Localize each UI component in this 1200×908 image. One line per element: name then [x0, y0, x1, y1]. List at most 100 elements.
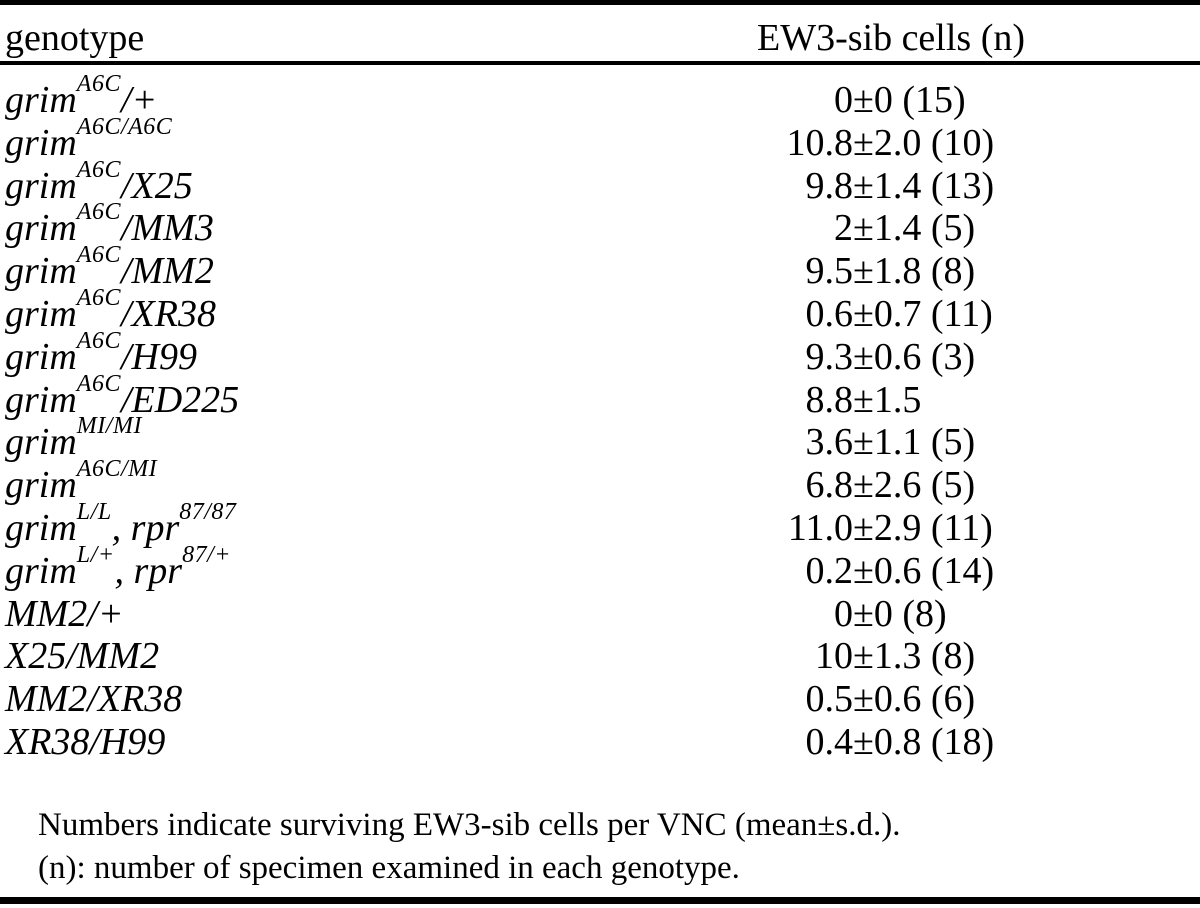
genotype-text: grim — [5, 464, 77, 507]
value-cell: 3.6±1.1 (5) — [620, 421, 1200, 464]
genotype-cell: grimA6C/MM3 — [0, 199, 620, 250]
value-mean: 11.0 — [787, 506, 853, 549]
table-row: grimA6C/X25 9.8±1.4 (13) — [0, 157, 1200, 208]
value-cell: 0±0 (15) — [620, 79, 1200, 122]
value-rest: ±2.9 (11) — [853, 506, 993, 549]
genotype-cell: grimA6C/H99 — [0, 328, 620, 379]
genotype-text: /MM3 — [120, 207, 214, 250]
value-rest: ±1.4 (13) — [853, 164, 995, 207]
genotype-text: /ED225 — [120, 378, 240, 421]
genotype-superscript: A6C — [76, 370, 121, 397]
value-rest: ±0.7 (11) — [853, 292, 993, 335]
table-row: grimL/L, rpr87/87 11.0±2.9 (11) — [0, 499, 1200, 550]
header-value-label: EW3-sib cells (n) — [756, 17, 1026, 59]
value-rest: ±0 (15) — [853, 79, 966, 121]
genotype-cell: grimA6C/MI — [0, 456, 620, 507]
value-cell: 0±0 (8) — [620, 593, 1200, 636]
genotype-text: /XR38 — [120, 292, 216, 335]
value-rest: ±2.6 (5) — [853, 464, 976, 507]
genotype-superscript: A6C/A6C — [76, 113, 173, 140]
value-cell: 0.6±0.7 (11) — [620, 293, 1200, 336]
value-mean: 3.6 — [805, 421, 854, 464]
genotype-superscript: 87/87 — [179, 498, 237, 525]
value-mean: 6.8 — [805, 464, 854, 507]
genotype-text: grim — [5, 378, 77, 421]
genotype-cell: grimA6C/ED225 — [0, 371, 620, 422]
header-genotype-label: genotype — [5, 17, 145, 59]
table-row: grimA6C/MI 6.8±2.6 (5) — [0, 456, 1200, 507]
table-row: MM2/XR38 0.5±0.6 (6) — [0, 678, 1200, 721]
genotype-superscript: MI/MI — [76, 413, 142, 440]
value-mean: 2 — [834, 207, 853, 250]
value-cell: 9.8±1.4 (13) — [620, 165, 1200, 208]
table-row: grimL/+, rpr87/+ 0.2±0.6 (14) — [0, 542, 1200, 593]
genotype-cell: grimL/+, rpr87/+ — [0, 542, 620, 593]
table-rows: grimA6C/+ 0±0 (15) grimA6C/A6C 10.8±2.0 (10… — [0, 65, 1200, 764]
table-rule-under-header — [0, 61, 1200, 65]
value-rest: ±1.5 — [853, 378, 922, 421]
table-rule-bottom — [0, 897, 1200, 904]
genotype-superscript: A6C — [76, 242, 121, 269]
genotype-text: grim — [5, 121, 77, 164]
value-rest: ±0.6 (6) — [853, 678, 976, 721]
value-mean: 10 — [815, 635, 853, 678]
genotype-text: MM2/+ — [5, 592, 124, 635]
genotype-superscript: A6C/MI — [76, 456, 158, 483]
value-cell: 8.8±1.5 — [620, 379, 1200, 422]
genotype-superscript: A6C — [76, 71, 121, 97]
genotype-text: grim — [5, 335, 77, 378]
genotype-superscript: 87/+ — [182, 541, 231, 568]
value-mean: 0.4 — [805, 720, 854, 763]
table-row: grimA6C/MM2 9.5±1.8 (8) — [0, 242, 1200, 293]
value-mean: 10.8 — [786, 121, 854, 164]
table-header-row: genotype EW3-sib cells (n) — [0, 5, 1200, 61]
value-cell: 6.8±2.6 (5) — [620, 464, 1200, 507]
table-row: grimMI/MI 3.6±1.1 (5) — [0, 413, 1200, 464]
value-mean: 8.8 — [805, 378, 854, 421]
value-cell: 9.3±0.6 (3) — [620, 336, 1200, 379]
table-row: grimA6C/XR38 0.6±0.7 (11) — [0, 285, 1200, 336]
table-row: X25/MM2 10±1.3 (8) — [0, 635, 1200, 678]
value-cell: 10±1.3 (8) — [620, 635, 1200, 678]
value-cell: 0.5±0.6 (6) — [620, 678, 1200, 721]
genotype-text: grim — [5, 549, 77, 592]
genotype-text: XR38/H99 — [5, 720, 166, 763]
table-row: grimA6C/H99 9.3±0.6 (3) — [0, 328, 1200, 379]
genotype-text: /MM2 — [120, 250, 214, 293]
table-row: MM2/+ 0±0 (8) — [0, 593, 1200, 636]
table-row: grimA6C/MM3 2±1.4 (5) — [0, 199, 1200, 250]
value-mean: 9.3 — [805, 335, 854, 378]
value-cell: 10.8±2.0 (10) — [620, 122, 1200, 165]
genotype-superscript: A6C — [76, 156, 121, 183]
table-footnote: Numbers indicate surviving EW3-sib cells… — [0, 804, 1200, 890]
value-cell: 11.0±2.9 (11) — [620, 507, 1200, 550]
value-rest: ±1.1 (5) — [853, 421, 976, 464]
genotype-text: grim — [5, 164, 77, 207]
table-rule-top — [0, 0, 1200, 5]
genotype-text: /+ — [120, 79, 158, 121]
value-mean: 0.6 — [805, 292, 854, 335]
genotype-superscript: L/L — [76, 498, 112, 525]
value-cell: 0.2±0.6 (14) — [620, 550, 1200, 593]
genotype-text: /H99 — [120, 335, 197, 378]
footnote-line-2: (n): number of specimen examined in each… — [38, 850, 740, 886]
value-mean: 9.5 — [805, 250, 854, 293]
value-rest: ±1.4 (5) — [853, 207, 976, 250]
genotype-text: X25/MM2 — [5, 635, 160, 678]
genotype-cell: grimMI/MI — [0, 413, 620, 464]
value-rest: ±0.8 (18) — [853, 720, 995, 763]
genotype-text: , rpr — [111, 506, 180, 549]
genotype-text: grim — [5, 79, 77, 121]
value-mean: 0 — [834, 79, 853, 121]
value-cell: 0.4±0.8 (18) — [620, 721, 1200, 764]
genotype-cell: grimL/L, rpr87/87 — [0, 499, 620, 550]
genotype-text: grim — [5, 250, 77, 293]
genotype-cell: MM2/XR38 — [0, 678, 620, 721]
value-cell: 9.5±1.8 (8) — [620, 250, 1200, 293]
genotype-cell: X25/MM2 — [0, 635, 620, 678]
genotype-text: grim — [5, 207, 77, 250]
genotype-text: grim — [5, 292, 77, 335]
genotype-cell: grimA6C/A6C — [0, 114, 620, 165]
value-mean: 9.8 — [805, 164, 854, 207]
